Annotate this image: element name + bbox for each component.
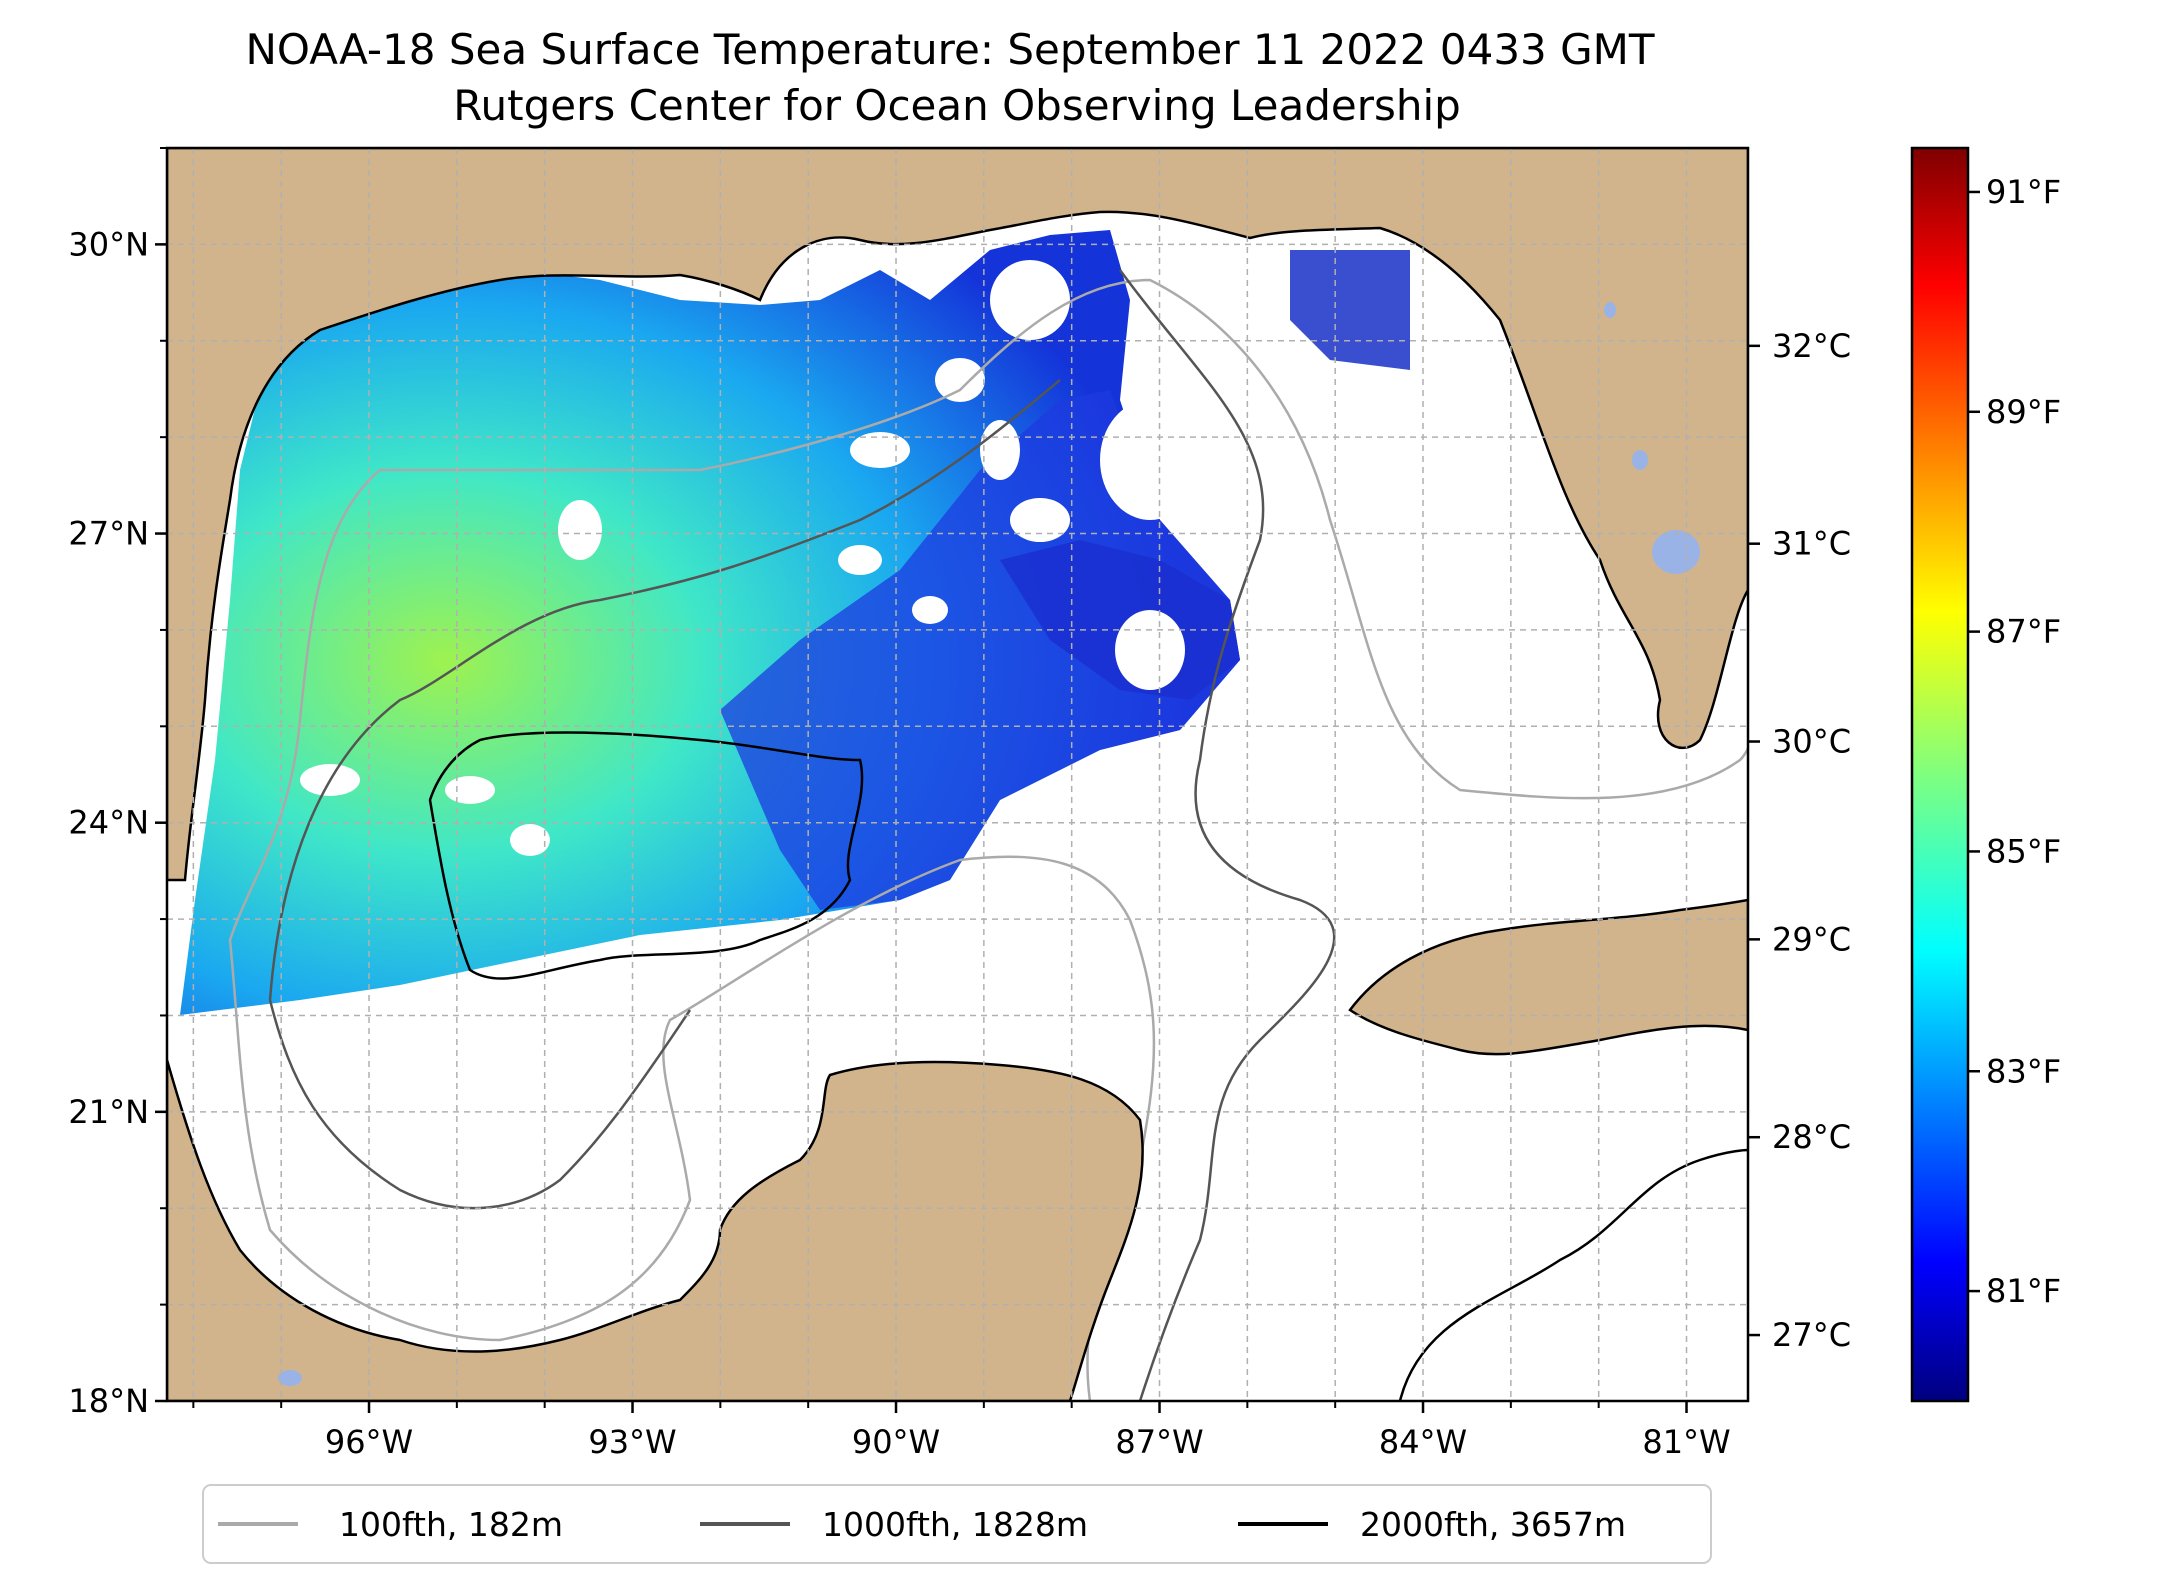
land (167, 148, 1748, 1401)
colorbar-c-label: 28°C (1772, 1118, 1851, 1156)
contour-1000fth (268, 269, 1336, 1401)
lon-tick-label: 87°W (1115, 1423, 1203, 1461)
map-panel (167, 148, 1748, 1401)
title-line-1: NOAA-18 Sea Surface Temperature: Septemb… (245, 25, 1654, 74)
title-line-2: Rutgers Center for Ocean Observing Leade… (453, 81, 1461, 130)
lon-tick-label: 90°W (852, 1423, 940, 1461)
contour-2000fth (428, 731, 1748, 1401)
legend-label-1000fth: 1000fth, 1828m (822, 1505, 1088, 1544)
colorbar-f-label: 91°F (1986, 173, 2061, 211)
colorbar-c-label: 29°C (1772, 920, 1851, 958)
colorbar-f-label: 83°F (1986, 1052, 2061, 1090)
colorbar-ticks: 81°F 83°F 85°F 87°F 89°F 91°F 27°C 28°C 29°C 30°C… (1748, 173, 2061, 1354)
colorbar-c-label: 31°C (1772, 525, 1851, 563)
lon-tick-label: 96°W (325, 1423, 413, 1461)
lat-tick-label: 30°N (68, 225, 149, 263)
colorbar-f-label: 87°F (1986, 613, 2061, 651)
legend-label-100fth: 100fth, 182m (339, 1505, 563, 1544)
land-cuba (1348, 898, 1748, 1056)
lon-tick-label: 84°W (1379, 1423, 1467, 1461)
legend: 100fth, 182m 1000fth, 1828m 2000fth, 365… (202, 1484, 1712, 1564)
land-us-gulf-coast (167, 148, 1748, 882)
colorbar-c-label: 27°C (1772, 1316, 1851, 1354)
map-frame (165, 146, 1750, 1403)
colorbar-f-label: 85°F (1986, 832, 2061, 870)
colorbar-c-label: 30°C (1772, 723, 1851, 761)
lat-tick-label: 21°N (68, 1093, 149, 1131)
lat-tick-label: 24°N (68, 804, 149, 842)
colorbar-bar (1910, 146, 1970, 1403)
colorbar-c-label: 32°C (1772, 327, 1851, 365)
sst-cool-region (720, 390, 1240, 910)
contour-100fth (228, 188, 1748, 1401)
lakes (278, 302, 1700, 1386)
colorbar-f-label: 81°F (1986, 1272, 2061, 1310)
legend-item-1000fth: 1000fth, 1828m (700, 1505, 1088, 1544)
legend-label-2000fth: 2000fth, 3657m (1360, 1505, 1626, 1544)
legend-box (202, 1484, 1712, 1564)
colorbar: 81°F 83°F 85°F 87°F 89°F 91°F 27°C 28°C 29°C 30°C… (1748, 146, 2061, 1403)
land-mexico (167, 1059, 1144, 1401)
lon-tick-label: 81°W (1642, 1423, 1730, 1461)
lat-tick-label: 27°N (68, 515, 149, 553)
legend-item-2000fth: 2000fth, 3657m (1238, 1505, 1626, 1544)
lon-tick-label: 93°W (588, 1423, 676, 1461)
legend-item-100fth: 100fth, 182m (218, 1505, 563, 1544)
lat-tick-label: 18°N (68, 1382, 149, 1420)
sst-patch-north (1290, 250, 1410, 370)
colorbar-f-label: 89°F (1986, 393, 2061, 431)
map-axes: 96°W 93°W 90°W 87°W 84°W 81°W 18°N 21°N 24°N 27°N… (68, 147, 1731, 1461)
